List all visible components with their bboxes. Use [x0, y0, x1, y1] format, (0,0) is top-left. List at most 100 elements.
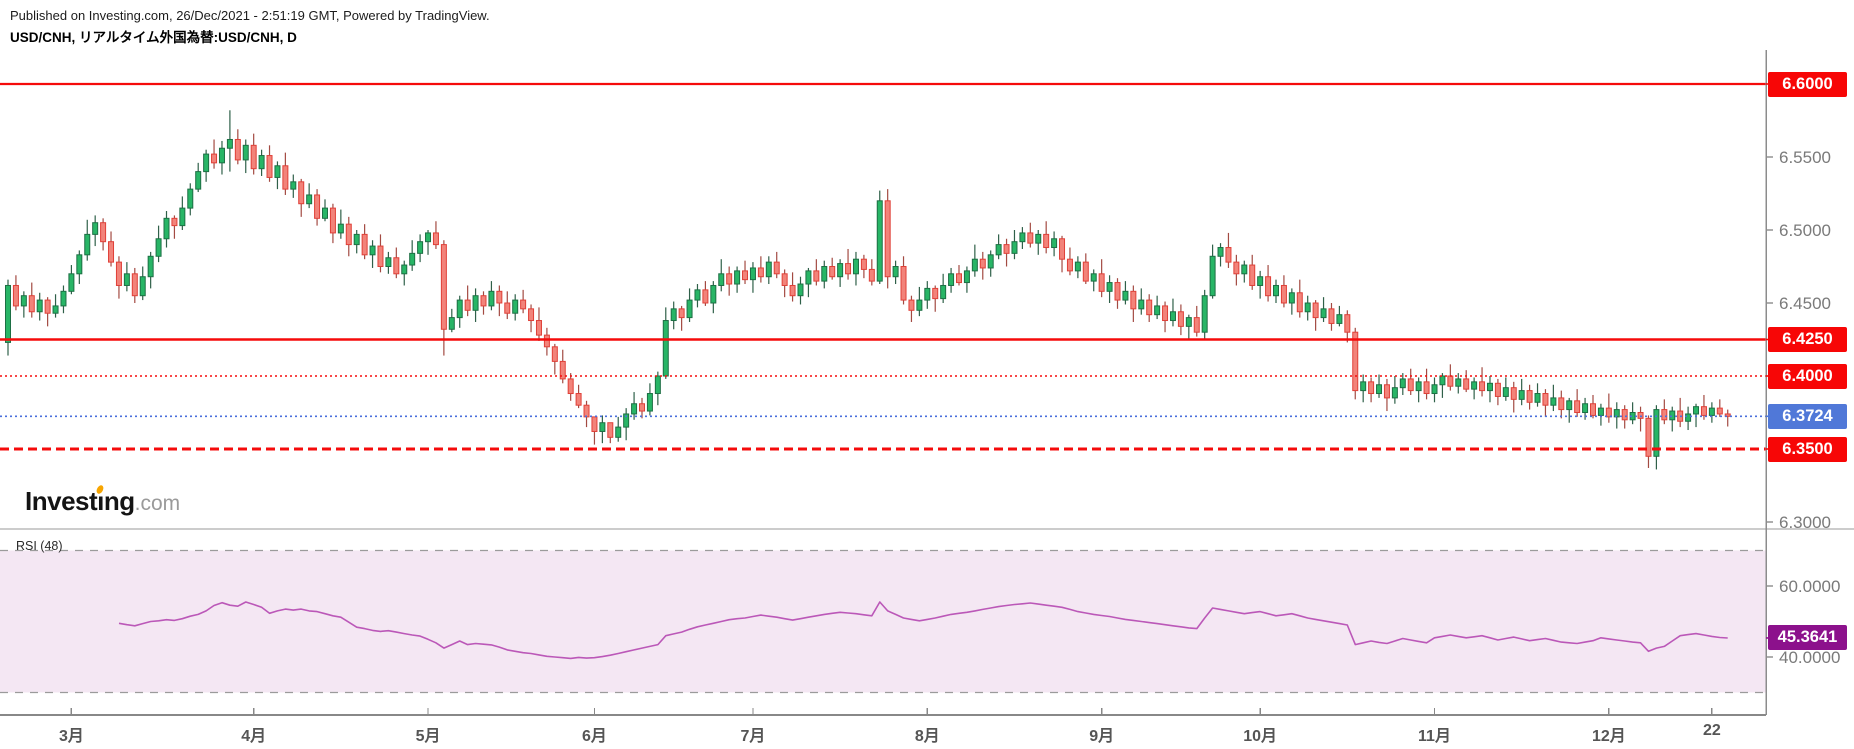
candle-down[interactable]: [234, 138, 241, 161]
candle-down[interactable]: [1193, 317, 1200, 333]
price-line-label-6.3500[interactable]: 6.3500: [1768, 436, 1847, 462]
candle-down[interactable]: [559, 360, 566, 380]
candle-up[interactable]: [1399, 378, 1406, 389]
candle-down[interactable]: [726, 273, 733, 285]
candle-down[interactable]: [551, 346, 558, 362]
candle-up[interactable]: [218, 147, 225, 164]
candle-down[interactable]: [1368, 381, 1375, 395]
candle-up[interactable]: [337, 223, 344, 234]
candle-down[interactable]: [583, 404, 590, 418]
candle-up[interactable]: [290, 181, 297, 190]
candle-up[interactable]: [1035, 233, 1042, 244]
candle-up[interactable]: [512, 299, 519, 314]
candle-up[interactable]: [1431, 384, 1438, 395]
candle-down[interactable]: [757, 267, 764, 278]
candle-up[interactable]: [940, 284, 947, 300]
candle-down[interactable]: [1352, 331, 1359, 392]
candle-up[interactable]: [1486, 382, 1493, 392]
candle-up[interactable]: [948, 273, 955, 286]
candle-down[interactable]: [345, 223, 352, 246]
candle-down[interactable]: [440, 244, 447, 330]
candle-down[interactable]: [115, 261, 122, 286]
candle-up[interactable]: [5, 284, 11, 343]
candle-up[interactable]: [1011, 241, 1018, 254]
candle-down[interactable]: [1479, 381, 1486, 392]
candle-up[interactable]: [36, 299, 43, 313]
candle-up[interactable]: [155, 238, 162, 257]
candle-up[interactable]: [123, 273, 130, 286]
candle-down[interactable]: [432, 232, 439, 246]
candle-down[interactable]: [575, 393, 582, 406]
candle-down[interactable]: [607, 422, 614, 438]
candle-up[interactable]: [163, 217, 170, 240]
candle-down[interactable]: [702, 289, 709, 304]
candle-up[interactable]: [1439, 375, 1446, 386]
candle-up[interactable]: [242, 144, 249, 161]
candle-down[interactable]: [1003, 244, 1010, 254]
candle-up[interactable]: [1376, 384, 1383, 395]
candle-up[interactable]: [686, 299, 693, 319]
candle-down[interactable]: [773, 261, 780, 275]
candle-up[interactable]: [1669, 410, 1676, 421]
candle-down[interactable]: [1621, 409, 1628, 421]
candle-down[interactable]: [1059, 238, 1066, 260]
candle-up[interactable]: [52, 305, 59, 314]
candle-up[interactable]: [1019, 232, 1026, 243]
candle-down[interactable]: [1423, 381, 1430, 395]
candle-down[interactable]: [678, 308, 685, 319]
candle-up[interactable]: [1534, 393, 1541, 403]
candle-up[interactable]: [805, 270, 812, 285]
candle-up[interactable]: [837, 263, 844, 278]
candle-down[interactable]: [1542, 393, 1549, 406]
candle-down[interactable]: [131, 273, 138, 297]
candle-down[interactable]: [789, 284, 796, 297]
candle-up[interactable]: [1051, 238, 1058, 249]
candle-down[interactable]: [1510, 387, 1517, 400]
candle-down[interactable]: [1312, 302, 1319, 319]
candle-up[interactable]: [995, 244, 1002, 256]
candle-up[interactable]: [987, 254, 994, 269]
candle-down[interactable]: [12, 284, 19, 307]
candle-down[interactable]: [1114, 282, 1121, 301]
candle-down[interactable]: [860, 258, 867, 270]
candle-up[interactable]: [1597, 407, 1604, 416]
candle-down[interactable]: [1225, 247, 1232, 263]
candle-up[interactable]: [623, 413, 630, 428]
candle-down[interactable]: [282, 165, 289, 190]
candle-up[interactable]: [662, 320, 669, 377]
candle-down[interactable]: [1605, 407, 1612, 418]
candle-down[interactable]: [28, 295, 35, 313]
candle-up[interactable]: [646, 393, 653, 412]
candle-up[interactable]: [369, 245, 376, 256]
candle-up[interactable]: [1090, 273, 1097, 282]
candle-up[interactable]: [765, 261, 772, 278]
candle-up[interactable]: [179, 207, 186, 227]
candle-down[interactable]: [1027, 232, 1034, 244]
candle-down[interactable]: [567, 378, 574, 395]
candle-up[interactable]: [1273, 284, 1279, 297]
candle-down[interactable]: [1328, 308, 1335, 324]
candle-up[interactable]: [195, 171, 202, 190]
candle-down[interactable]: [1296, 292, 1303, 313]
candle-down[interactable]: [1724, 413, 1731, 417]
candle-down[interactable]: [900, 266, 907, 301]
candle-up[interactable]: [1154, 305, 1161, 316]
candle-down[interactable]: [361, 233, 368, 256]
candle-down[interactable]: [1590, 403, 1596, 416]
candle-up[interactable]: [1550, 397, 1557, 406]
candle-up[interactable]: [1122, 290, 1129, 301]
candle-down[interactable]: [100, 222, 107, 243]
candle-down[interactable]: [266, 155, 273, 178]
candle-down[interactable]: [1146, 299, 1153, 316]
candle-up[interactable]: [139, 276, 146, 297]
candle-down[interactable]: [742, 270, 749, 281]
candle-down[interactable]: [1344, 314, 1351, 333]
candle-down[interactable]: [211, 153, 218, 164]
candle-down[interactable]: [108, 241, 115, 263]
candle-up[interactable]: [1518, 390, 1525, 400]
candle-up[interactable]: [1241, 264, 1248, 275]
candle-up[interactable]: [425, 232, 432, 243]
candle-down[interactable]: [393, 257, 400, 275]
candle-down[interactable]: [1066, 258, 1073, 272]
candle-up[interactable]: [306, 194, 313, 205]
